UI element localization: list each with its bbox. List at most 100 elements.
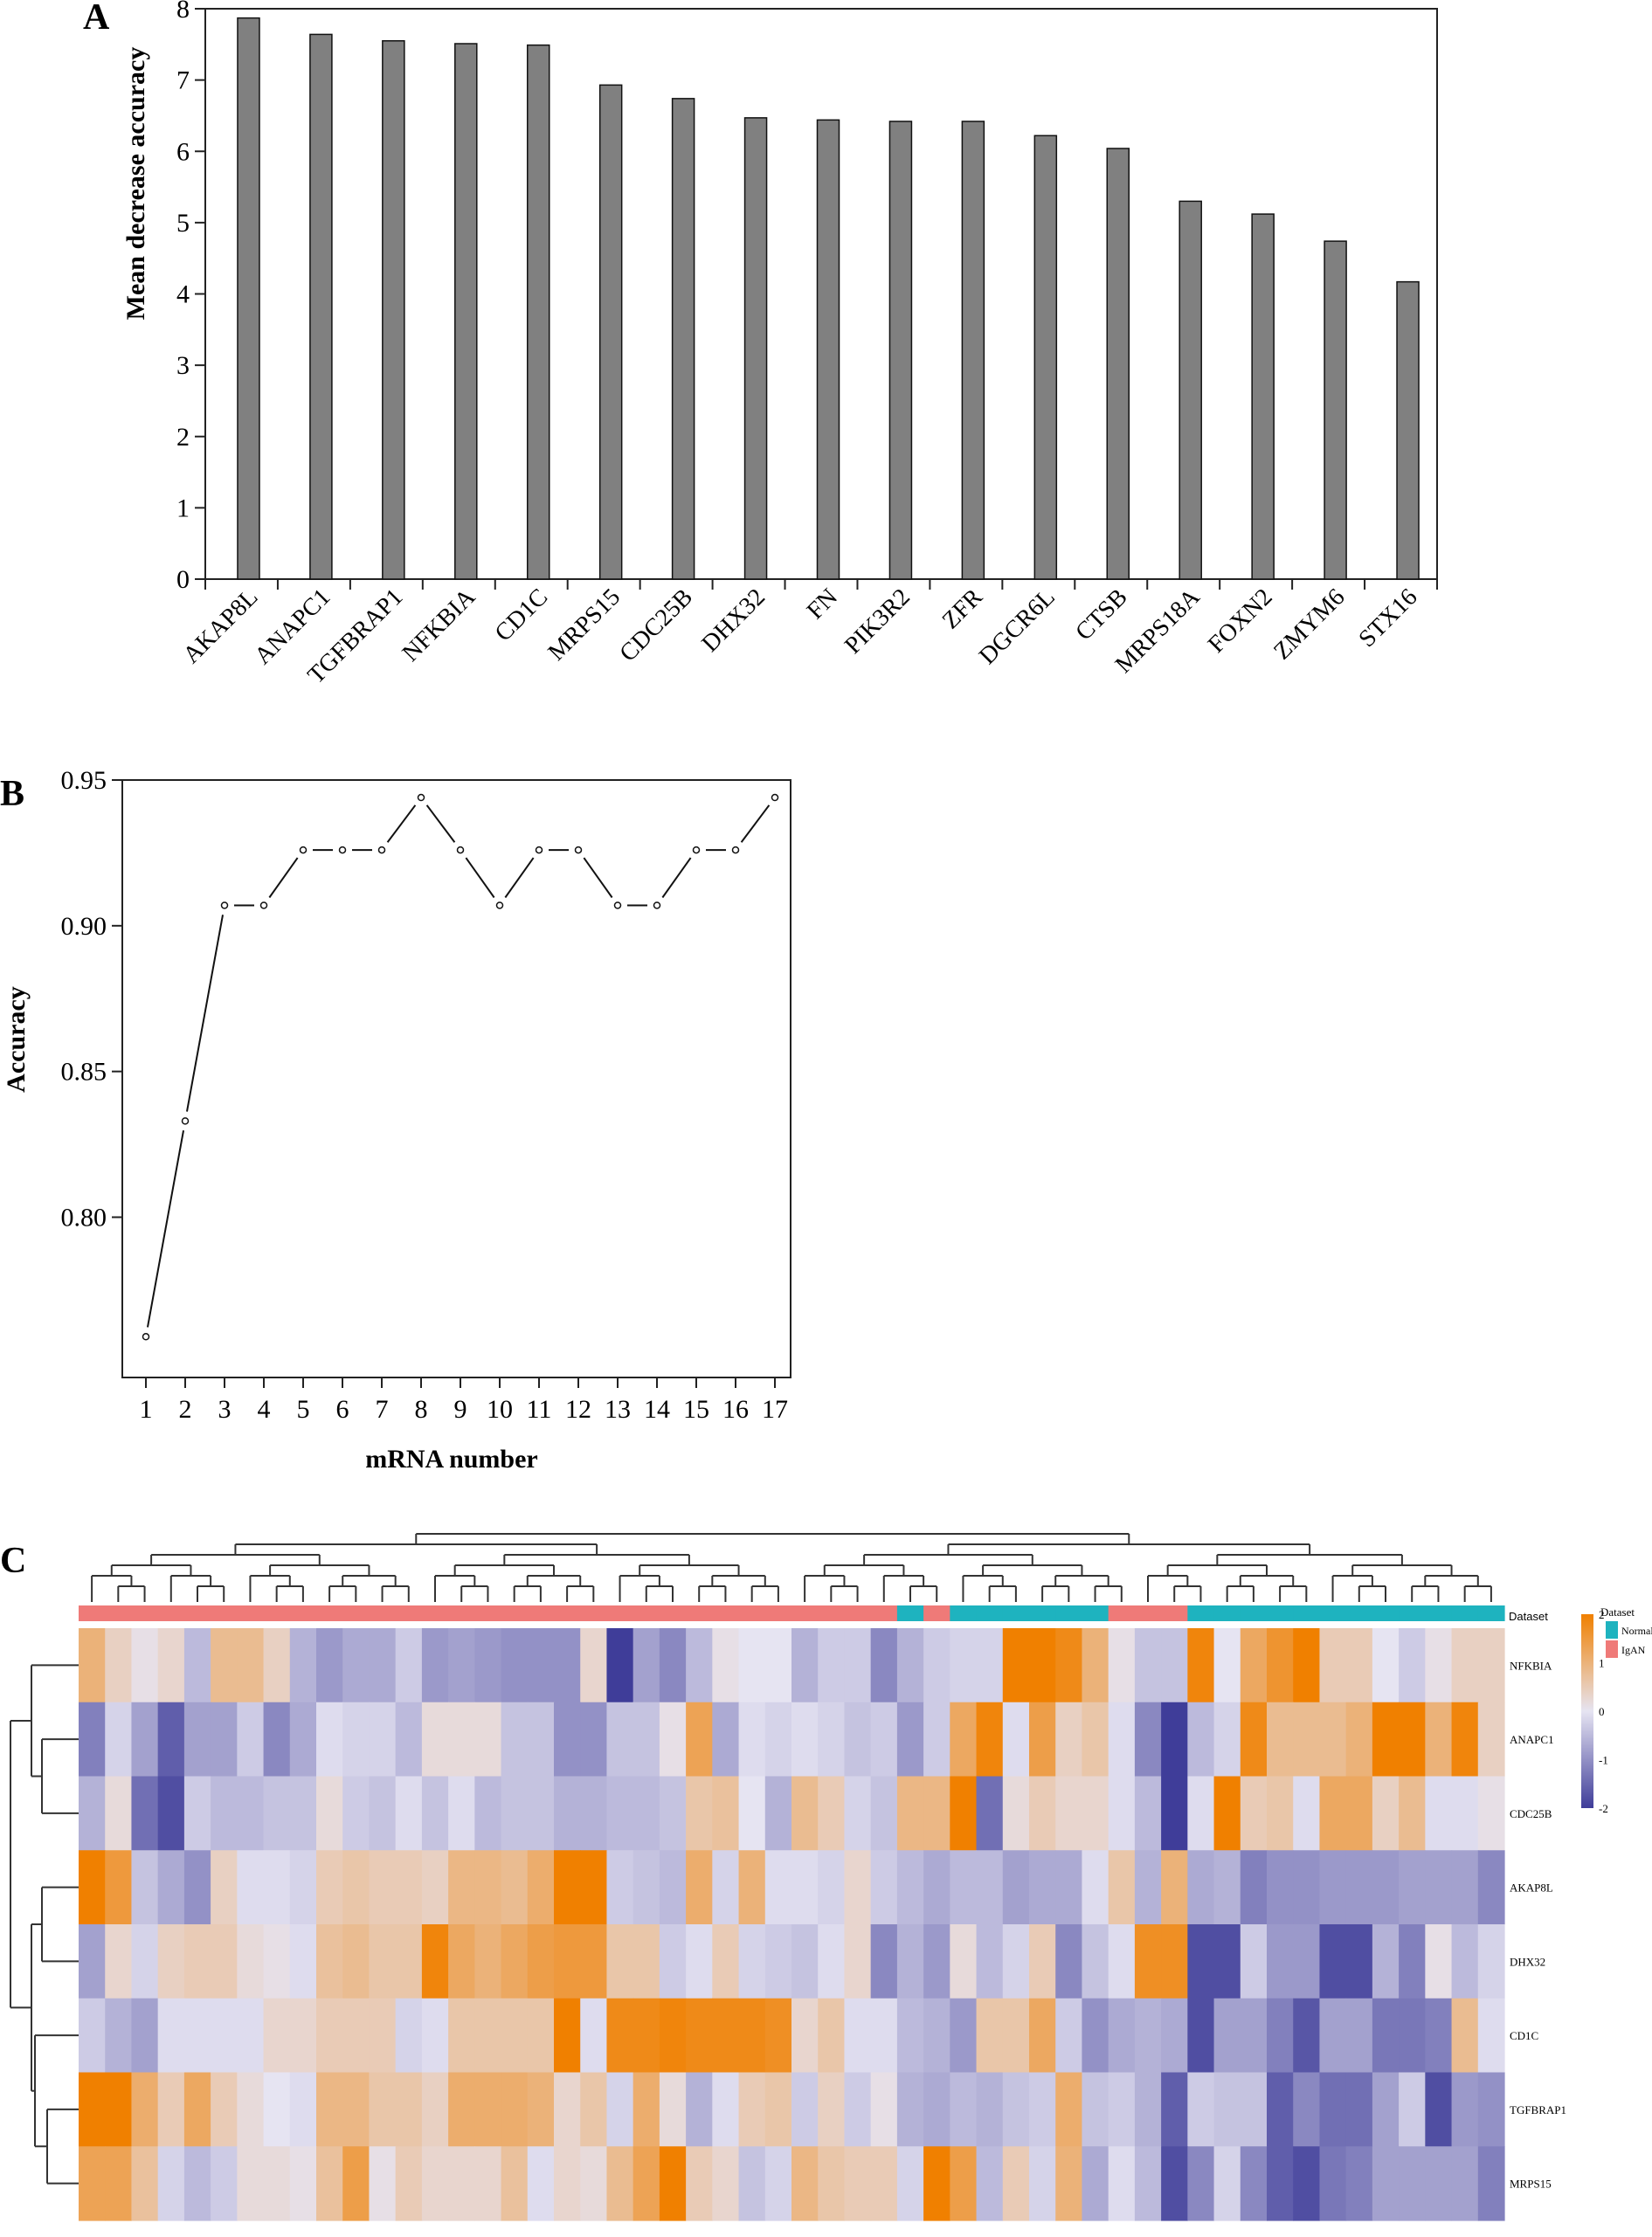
heatmap-cell [1372, 2146, 1400, 2221]
heatmap-cell [474, 2072, 502, 2147]
x-tick-label: ZFR [937, 583, 988, 634]
heatmap-cell [316, 1702, 343, 1778]
heatmap-cell [1267, 1628, 1294, 1703]
heatmap-cell [712, 2072, 740, 2147]
heatmap-cell [659, 1850, 687, 1925]
row-label: MRPS15 [1510, 2178, 1552, 2191]
heatmap-cell [131, 2072, 159, 2147]
bar-zfr [961, 121, 985, 580]
heatmap-cell [738, 1628, 766, 1703]
heatmap-cell [1451, 2072, 1479, 2147]
heatmap-cell [580, 1998, 608, 2074]
heatmap-cell [316, 1850, 343, 1925]
heatmap-cell [395, 1776, 423, 1851]
row-label: AKAP8L [1510, 1881, 1553, 1895]
data-point [142, 1333, 150, 1341]
heatmap-cell [1345, 1850, 1373, 1925]
x-tick-label: STX16 [1353, 583, 1422, 652]
heatmap-cell [1425, 1924, 1453, 1999]
x-tick-label: 9 [454, 1395, 467, 1424]
bar-cd1c [526, 44, 550, 580]
heatmap-cell [237, 1850, 265, 1925]
heatmap-cell [976, 2072, 1004, 2147]
heatmap-cell [554, 1628, 581, 1703]
heatmap-cell [183, 2072, 211, 2147]
heatmap-cell [554, 1702, 581, 1778]
annotation-cell-normal [1451, 1605, 1479, 1621]
heatmap-cell [818, 2072, 846, 2147]
heatmap-cell [1108, 1924, 1136, 1999]
bar-mrps18a [1179, 200, 1202, 580]
heatmap-cell [237, 2072, 265, 2147]
heatmap-cell [1002, 1702, 1030, 1778]
heatmap-cell [263, 1924, 291, 1999]
data-point [771, 793, 779, 802]
heatmap-cell [818, 1702, 846, 1778]
heatmap-cell [712, 1924, 740, 1999]
heatmap-cell [1187, 2072, 1215, 2147]
heatmap-cell [211, 1998, 238, 2074]
bar-cdc25b [671, 98, 695, 580]
line-segment [268, 857, 299, 899]
heatmap-cell [1108, 2072, 1136, 2147]
heatmap-cell [1399, 2072, 1426, 2147]
heatmap-cell [1108, 1850, 1136, 1925]
heatmap-cell [1082, 1702, 1109, 1778]
heatmap-cell [131, 1702, 159, 1778]
heatmap-cell [976, 1776, 1004, 1851]
heatmap-cell [1372, 1628, 1400, 1703]
heatmap-cell [870, 1776, 898, 1851]
annotation-cell-normal [976, 1605, 1004, 1621]
annotation-cell-igan [105, 1605, 133, 1621]
legend-item-label: Normal [1621, 1625, 1652, 1637]
heatmap-cell [1399, 1850, 1426, 1925]
row-label: CDC25B [1510, 1807, 1552, 1820]
heatmap-cell [923, 1628, 950, 1703]
heatmap-cell [237, 1998, 265, 2074]
heatmap-cell [79, 1998, 106, 2074]
heatmap-cell [1213, 1702, 1241, 1778]
heatmap-cell [923, 1850, 950, 1925]
x-tick-label: 16 [722, 1395, 749, 1424]
annotation-cell-normal [950, 1605, 978, 1621]
heatmap-cell [738, 1924, 766, 1999]
heatmap-cell [1451, 1628, 1479, 1703]
heatmap-cell [474, 1850, 502, 1925]
heatmap-cell [157, 1924, 185, 1999]
heatmap-cell [1055, 1776, 1083, 1851]
heatmap-cell [501, 1850, 529, 1925]
y-axis-label: Accuracy [2, 986, 31, 1093]
heatmap-cell [1293, 1850, 1321, 1925]
heatmap-cell [764, 2072, 792, 2147]
heatmap-cell [1213, 2146, 1241, 2221]
heatmap-cell [395, 1850, 423, 1925]
heatmap-cell [1029, 1998, 1056, 2074]
heatmap-cell [211, 2146, 238, 2221]
heatmap-cell [896, 2146, 924, 2221]
panel-label-c: C [0, 1541, 26, 1581]
heatmap-cell [1345, 1776, 1373, 1851]
heatmap-cell [211, 2072, 238, 2147]
heatmap-cell [342, 1702, 370, 1778]
heatmap-cell [632, 2146, 660, 2221]
heatmap-cell [896, 1924, 924, 1999]
heatmap-cell [1372, 1998, 1400, 2074]
row-label: ANAPC1 [1510, 1733, 1554, 1746]
heatmap-cell [818, 1776, 846, 1851]
heatmap-cell [1425, 2146, 1453, 2221]
heatmap-cell [289, 1850, 317, 1925]
heatmap-cell [659, 1776, 687, 1851]
heatmap-cell [157, 1850, 185, 1925]
heatmap-cell [554, 2072, 581, 2147]
heatmap-cell [844, 1850, 872, 1925]
heatmap-cell [580, 1702, 608, 1778]
heatmap-cell [1345, 1924, 1373, 1999]
heatmap-cell [1082, 1776, 1109, 1851]
line-segment [185, 915, 225, 1112]
data-point [692, 846, 701, 854]
bars [237, 17, 1420, 580]
heatmap-cell [1451, 1998, 1479, 2074]
heatmap-cell [395, 1628, 423, 1703]
heatmap-cell [844, 2072, 872, 2147]
panel-c: C Dataset NFKBIA ANAPC1 CDC25B AKAP8L DHX32 C… [0, 1520, 1652, 2233]
